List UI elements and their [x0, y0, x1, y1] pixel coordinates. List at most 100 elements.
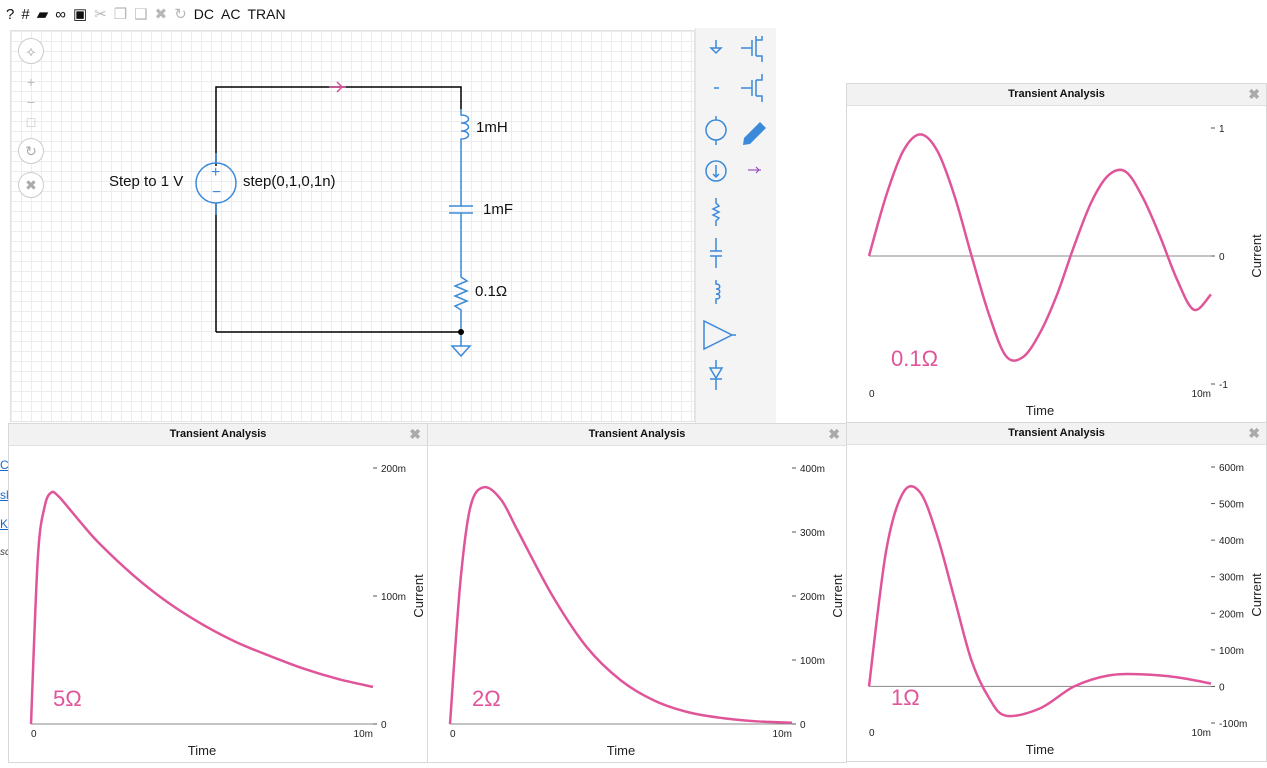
zoom-fit-icon[interactable]: □ [26, 114, 36, 130]
close-icon[interactable]: ✖ [409, 426, 421, 442]
x-tick-label: 10m [773, 729, 792, 740]
link-icon[interactable]: ∞ [55, 5, 66, 23]
y-tick-label: 100m [1219, 646, 1244, 657]
capacitor-icon[interactable] [449, 205, 473, 214]
schematic-diagram: + − [195, 81, 473, 358]
resistance-label: 5Ω [53, 686, 82, 711]
grid-icon[interactable]: # [21, 5, 30, 23]
y-tick-label: 100m [800, 656, 825, 667]
resistance-label: 1Ω [891, 685, 920, 710]
side-link-2[interactable]: sl [0, 488, 9, 502]
y-tick-label: 400m [1219, 536, 1244, 547]
y-axis-label: Current [1249, 234, 1264, 278]
zoom-in-icon[interactable]: + [26, 74, 36, 90]
resistor-part-icon[interactable] [711, 198, 721, 226]
resistance-label: 0.1Ω [891, 346, 938, 371]
delete-component-icon[interactable]: ✖ [18, 172, 44, 198]
panel-header: Transient Analysis ✖ [847, 423, 1266, 445]
toolbar: ? # ▰ ∞ ▣ ✂ ❐ ❑ ✖ ↻ DC AC TRAN [0, 0, 775, 28]
transient-chart: 1 0 -1 0 10m Time Current 0.1Ω [867, 124, 1264, 418]
close-icon[interactable]: ✖ [1248, 86, 1260, 102]
plot-area [31, 468, 373, 724]
transient-panel-0.1ohm[interactable]: Transient Analysis ✖ 1 0 -1 0 10m Time Current 0… [846, 83, 1267, 423]
resistor-label: 0.1Ω [475, 283, 508, 300]
y-tick-label: 0 [800, 720, 806, 731]
y-tick-label: 200m [1219, 609, 1244, 620]
current-probe-icon[interactable] [329, 81, 346, 93]
capacitor-part-icon[interactable] [710, 238, 722, 268]
transient-panel-1ohm[interactable]: Transient Analysis ✖ 600m 500m 400m 300m 200m… [846, 422, 1267, 762]
voltage-source-part-icon[interactable] [705, 116, 727, 145]
dc-analysis-button[interactable]: DC [193, 6, 214, 22]
x-axis-label: Time [188, 743, 216, 758]
nmos-part-icon[interactable] [741, 36, 763, 62]
transient-panel-5ohm[interactable]: Transient Analysis ✖ 200m 100m 0 0 10m Time Cur… [8, 423, 428, 763]
help-icon[interactable]: ? [6, 5, 15, 23]
inductor-icon[interactable] [460, 109, 470, 145]
panel-title: Transient Analysis [588, 428, 686, 440]
save-icon[interactable]: ▣ [72, 5, 88, 23]
pencil-icon[interactable] [743, 122, 766, 145]
tran-analysis-button[interactable]: TRAN [247, 6, 286, 22]
x-tick-label: 0 [31, 729, 37, 740]
y-tick-label: 100m [381, 592, 406, 603]
close-icon[interactable]: ✖ [1248, 425, 1260, 441]
diode-part-icon[interactable] [708, 360, 724, 390]
y-tick-label: -100m [1219, 719, 1247, 730]
open-folder-icon[interactable]: ▰ [36, 5, 49, 23]
resistance-label: 2Ω [472, 686, 501, 711]
x-tick-label: 0 [869, 389, 875, 400]
x-tick-label: 0 [869, 728, 875, 739]
side-note: sc [0, 547, 10, 558]
y-tick-label: 500m [1219, 500, 1244, 511]
zoom-controls: ⟡ + − □ ↻ ✖ [18, 38, 44, 206]
paste-icon: ❑ [134, 5, 148, 23]
y-tick-label: 200m [800, 592, 825, 603]
panel-title: Transient Analysis [1008, 427, 1105, 439]
y-axis-label: Current [411, 574, 426, 618]
current-trace [867, 484, 1212, 718]
wires [215, 86, 462, 333]
schematic-canvas[interactable]: + − Step to 1 V step(0,1,0,1n) 1mH 1mF 0… [10, 30, 695, 422]
y-axis-label: Current [1249, 573, 1264, 617]
transient-chart: 600m 500m 400m 300m 200m 100m 0 -100m 0 10m Time Cu… [867, 463, 1264, 757]
side-link-3[interactable]: K [0, 517, 9, 531]
x-axis-label: Time [1026, 742, 1054, 757]
ground-icon[interactable] [450, 332, 472, 358]
pmos-part-icon[interactable] [741, 74, 763, 102]
y-tick-label: 200m [381, 464, 406, 475]
inductor-part-icon[interactable] [715, 280, 721, 304]
ground-part-icon[interactable] [709, 40, 723, 55]
zoom-out-icon[interactable]: − [26, 94, 36, 110]
panel-title: Transient Analysis [169, 428, 267, 440]
resistor-icon[interactable] [453, 271, 469, 332]
transient-chart: 200m 100m 0 0 10m Time Current 5Ω [29, 464, 426, 758]
current-source-part-icon[interactable] [705, 160, 727, 182]
close-icon[interactable]: ✖ [828, 426, 840, 442]
plot-area [450, 468, 792, 724]
source-name-label: Step to 1 V [109, 173, 184, 190]
palette-icons [703, 36, 766, 390]
x-tick-label: 10m [1192, 389, 1211, 400]
ac-analysis-button[interactable]: AC [221, 6, 241, 22]
cut-icon: ✂ [94, 5, 107, 23]
pan-icon[interactable]: ⟡ [18, 38, 44, 64]
svg-text:+: + [211, 164, 220, 181]
opamp-part-icon[interactable] [703, 319, 736, 351]
transient-panel-2ohm[interactable]: Transient Analysis ✖ 400m 300m 200m 100m 0 0 10… [427, 423, 847, 763]
y-tick-label: 0 [1219, 682, 1225, 693]
y-tick-label: 1 [1219, 124, 1225, 135]
probe-part-icon[interactable] [748, 166, 761, 174]
side-link-1[interactable]: C [0, 458, 9, 472]
y-axis-label: Current [830, 574, 845, 618]
y-tick-label: -1 [1219, 380, 1228, 391]
junction-dot [458, 329, 464, 335]
source-value-label: step(0,1,0,1n) [243, 173, 336, 190]
y-tick-label: 300m [800, 528, 825, 539]
svg-text:−: − [212, 184, 221, 201]
current-trace [29, 490, 374, 725]
transient-chart: 400m 300m 200m 100m 0 0 10m Time Current 2Ω [448, 464, 845, 758]
rotate-icon[interactable]: ↻ [18, 138, 44, 164]
redo-icon: ↻ [174, 5, 187, 23]
copy-icon: ❐ [113, 5, 128, 23]
